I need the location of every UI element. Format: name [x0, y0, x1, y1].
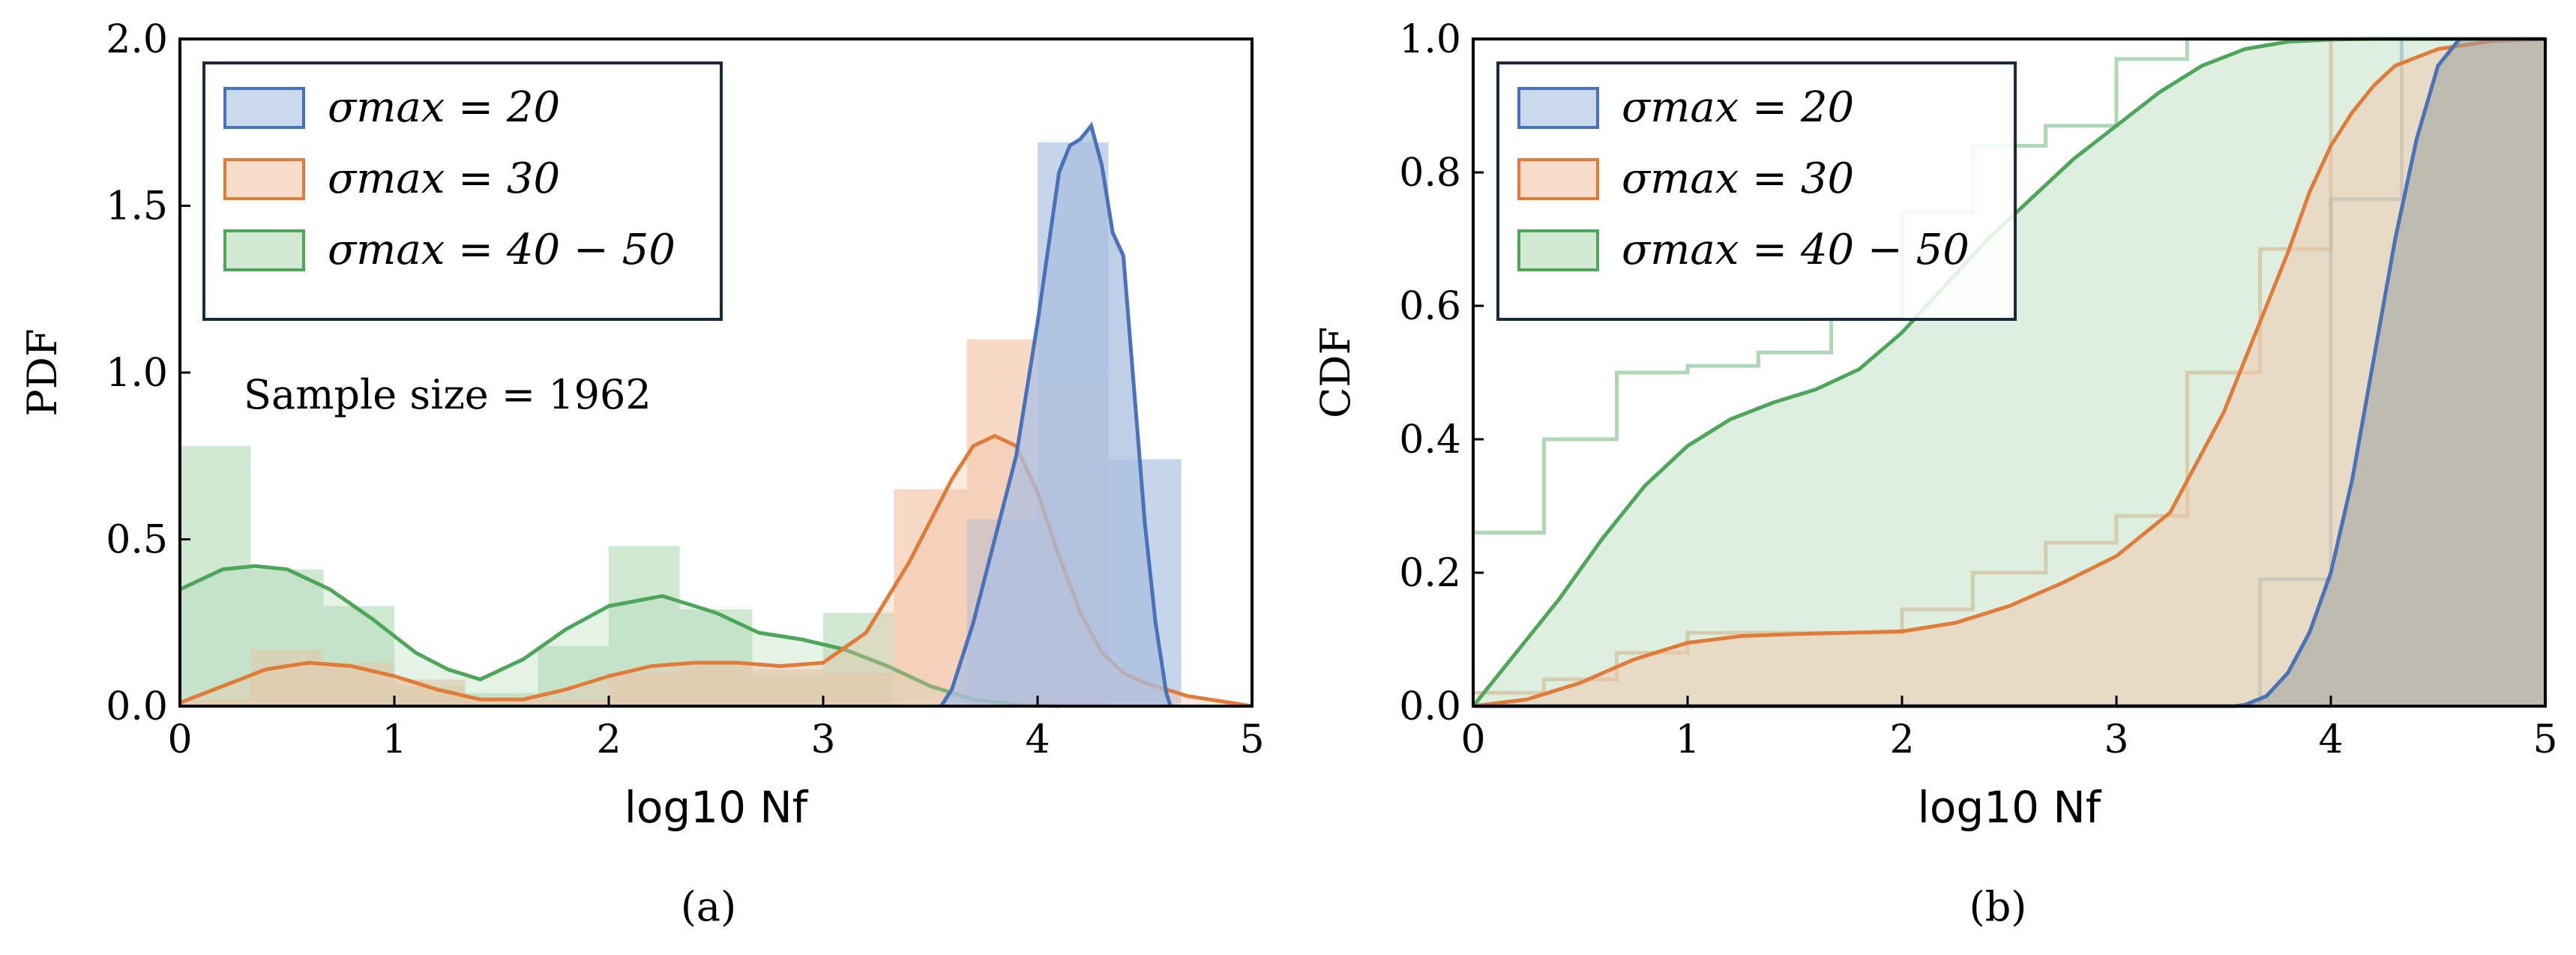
kde-area-s1	[1473, 39, 2545, 706]
x-tick-label-4: 4	[2318, 717, 2343, 762]
caption-b: (b)	[1969, 883, 2027, 930]
y-tick-label-4: 2.0	[106, 17, 168, 62]
legend-swatch-1	[223, 158, 305, 200]
hist-bar-s2-0	[180, 445, 251, 706]
x-tick-label-1: 1	[382, 717, 406, 762]
y-tick-label-1: 0.5	[106, 518, 168, 563]
y-tick-label-2: 1.0	[106, 351, 168, 396]
legend-entry-0: σmax = 20	[1622, 83, 1854, 132]
hist-bar-s1-7	[679, 666, 753, 706]
x-tick-label-5: 5	[2533, 717, 2557, 762]
kde-line-s2	[178, 564, 1059, 708]
x-tick-label-3: 3	[810, 717, 835, 762]
legend-swatch-0	[1517, 87, 1599, 129]
x-tick-label-3: 3	[2104, 717, 2128, 762]
legend-entry-1: σmax = 30	[1622, 154, 1854, 203]
cdf-panel: 0 1 2 3 4 5 0.0 0.2 0.4 0.6 0.8 1.0 log10 Nf CDF σmax …	[1312, 17, 2558, 833]
x-axis-label: log10 Nf	[625, 782, 809, 833]
y-tick-label-1: 0.2	[1399, 551, 1461, 596]
x-tick-label-2: 2	[596, 717, 621, 762]
y-tick-label-4: 0.8	[1399, 151, 1461, 196]
hist-bar-s1-0	[180, 699, 251, 706]
legend-entry-1: σmax = 30	[328, 154, 560, 203]
legend-swatch-2	[1517, 229, 1599, 271]
y-axis-label: PDF	[19, 328, 66, 416]
x-axis-label: log10 Nf	[1918, 782, 2102, 833]
hist-bar-s1-2	[323, 663, 394, 706]
x-tick-label-0: 0	[1460, 717, 1485, 762]
kde-line-s1	[1472, 37, 2546, 708]
y-tick-label-5: 1.0	[1399, 17, 1461, 62]
hist-bar-s1-1	[250, 649, 324, 706]
annotation-sample-size: Sample size = 1962	[244, 371, 651, 418]
kde-line-s0	[939, 121, 1173, 708]
legend-entry-0: σmax = 20	[328, 83, 560, 132]
hist-bar-s1-10	[894, 489, 967, 707]
y-axis-label: CDF	[1312, 327, 1359, 418]
hist-bar-s1-8	[752, 669, 823, 706]
y-tick-label-0: 0.0	[106, 684, 168, 729]
kde-area-s0	[1473, 39, 2545, 706]
hist-bar-s1-6	[609, 672, 680, 706]
kde-line-s0	[1473, 37, 2545, 708]
x-tick-label-1: 1	[1675, 717, 1700, 762]
y-tick-label-3: 1.5	[106, 184, 168, 229]
axes-frame	[1472, 37, 2547, 708]
hist-bar-s1-4	[465, 699, 538, 706]
kde-area-s0	[941, 125, 1171, 706]
hist-bar-s2-5	[538, 645, 609, 706]
x-tick-label-2: 2	[1889, 717, 1914, 762]
ecdf-step-s0	[1473, 37, 2545, 708]
legend-entry-2: σmax = 40 − 50	[328, 226, 675, 274]
y-tick-label-0: 0.0	[1399, 684, 1461, 729]
hist-bar-s1-9	[823, 672, 894, 706]
legend-swatch-0	[223, 87, 305, 129]
ecdf-step-s1	[1473, 37, 2545, 695]
legend-swatch-1	[1517, 158, 1599, 200]
legend-entry-2: σmax = 40 − 50	[1622, 226, 1969, 274]
kde-area-s2	[180, 566, 1059, 706]
hist-bar-s1-5	[538, 699, 609, 706]
x-tick-label-0: 0	[167, 717, 192, 762]
pdf-panel: 0 1 2 3 4 5 0.0 0.5 1.0 1.5 2.0 log10 Nf PDF σmax = 2…	[19, 17, 1265, 833]
y-tick-label-2: 0.4	[1399, 418, 1461, 463]
legend-swatch-2	[223, 229, 305, 271]
kde-area-s2	[1473, 39, 2545, 706]
x-tick-label-5: 5	[1239, 717, 1264, 762]
y-tick-label-3: 0.6	[1399, 284, 1461, 329]
caption-a: (a)	[681, 883, 736, 930]
x-tick-label-4: 4	[1025, 717, 1050, 762]
